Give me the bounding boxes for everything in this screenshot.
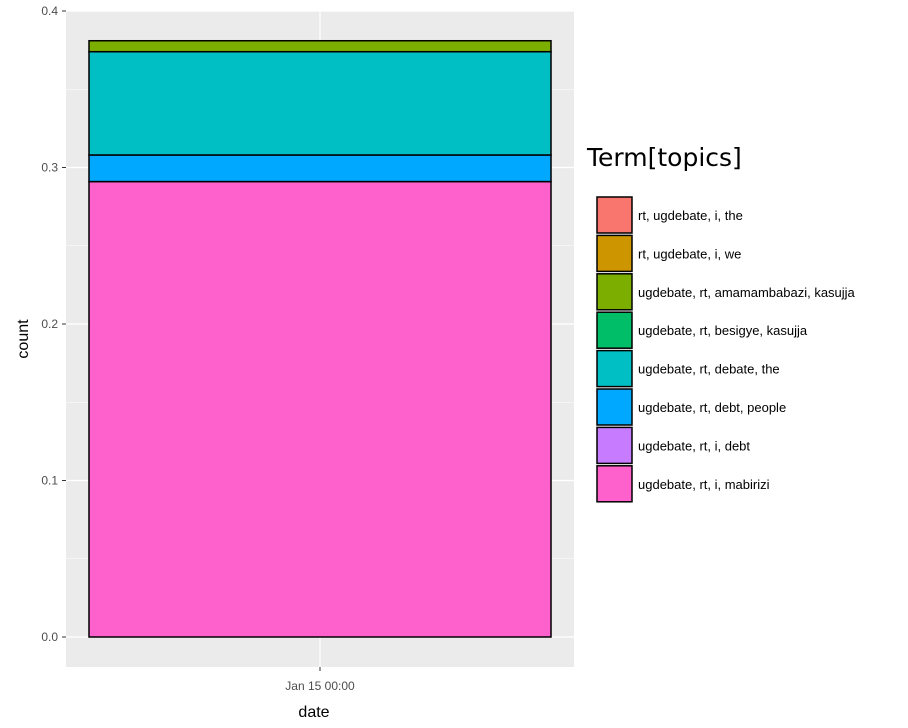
bar-segment [88, 154, 552, 183]
legend-swatch [596, 349, 633, 388]
legend-item: ugdebate, rt, amamambabazi, kasujja [596, 273, 856, 311]
y-axis: 0.0 0.1 0.2 0.3 0.4 [41, 4, 66, 644]
x-axis-title: date [298, 704, 329, 721]
bar-segment [88, 180, 552, 638]
legend-item: ugdebate, rt, i, debt [596, 426, 750, 465]
y-tick-label: 0.4 [41, 4, 58, 18]
legend-swatch [596, 311, 633, 349]
y-tick-label: 0.2 [41, 317, 58, 331]
y-tick-label: 0.3 [41, 161, 58, 175]
legend-item: rt, ugdebate, i, the [596, 196, 743, 234]
y-tick-label: 0.0 [41, 630, 58, 644]
legend-label: ugdebate, rt, debate, the [638, 362, 780, 377]
legend-swatch [596, 426, 633, 465]
legend-item: ugdebate, rt, debt, people [596, 388, 786, 426]
bar-segment [88, 50, 552, 156]
x-tick-label: Jan 15 00:00 [285, 679, 355, 693]
y-axis-title: count [15, 319, 32, 359]
legend: rt, ugdebate, i, the rt, ugdebate, i, we u… [596, 196, 856, 503]
legend-label: rt, ugdebate, i, the [638, 208, 743, 223]
legend-swatch [596, 234, 633, 273]
legend-swatch [596, 388, 633, 426]
legend-swatch [596, 273, 633, 311]
x-axis: Jan 15 00:00 [285, 667, 355, 693]
legend-label: ugdebate, rt, debt, people [638, 400, 786, 415]
legend-item: ugdebate, rt, i, mabirizi [596, 465, 770, 503]
legend-label: ugdebate, rt, besigye, kasujja [638, 323, 808, 338]
legend-label: ugdebate, rt, amamambabazi, kasujja [638, 285, 856, 300]
y-tick-label: 0.1 [41, 474, 58, 488]
legend-title: Term[topics] [586, 143, 742, 172]
legend-item: rt, ugdebate, i, we [596, 234, 741, 273]
legend-item: ugdebate, rt, besigye, kasujja [596, 311, 808, 349]
bar-segment [88, 39, 552, 53]
legend-swatch [596, 465, 633, 503]
legend-label: rt, ugdebate, i, we [638, 246, 741, 261]
legend-item: ugdebate, rt, debate, the [596, 349, 780, 388]
bars [88, 39, 552, 638]
legend-label: ugdebate, rt, i, debt [638, 438, 750, 453]
legend-label: ugdebate, rt, i, mabirizi [638, 477, 770, 492]
legend-swatch [596, 196, 633, 234]
